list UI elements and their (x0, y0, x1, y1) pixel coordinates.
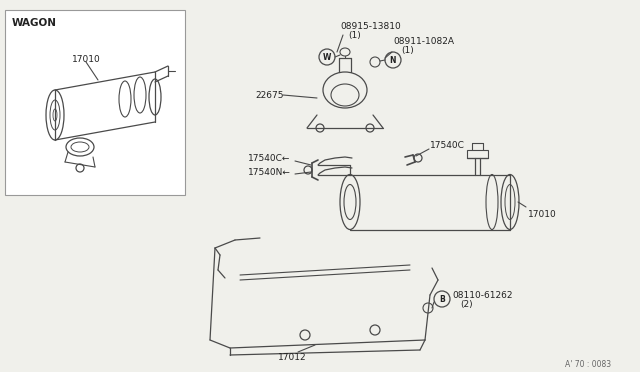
FancyBboxPatch shape (5, 10, 185, 195)
Bar (467, 150, 488, 158)
Text: 08110-61262: 08110-61262 (452, 291, 513, 300)
Text: 08911-1082A: 08911-1082A (393, 37, 454, 46)
Text: 17540C: 17540C (430, 141, 465, 150)
Text: 17540C←: 17540C← (248, 154, 291, 163)
Text: (1): (1) (401, 46, 413, 55)
Text: B: B (439, 295, 445, 304)
Text: N: N (390, 55, 396, 64)
Text: A' 70 : 0083: A' 70 : 0083 (565, 360, 611, 369)
Text: (1): (1) (348, 31, 361, 40)
Text: 17010: 17010 (72, 55, 100, 64)
Text: 08915-13810: 08915-13810 (340, 22, 401, 31)
Text: 17010: 17010 (528, 210, 557, 219)
Text: 17012: 17012 (278, 353, 307, 362)
Text: WAGON: WAGON (12, 18, 57, 28)
Text: 17540N←: 17540N← (248, 168, 291, 177)
Text: W: W (323, 52, 331, 61)
Text: 22675: 22675 (255, 91, 284, 100)
Text: (2): (2) (460, 300, 472, 309)
